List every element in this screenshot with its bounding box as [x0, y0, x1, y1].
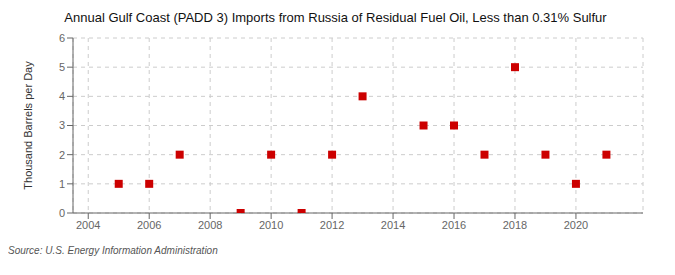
- svg-text:0: 0: [59, 207, 65, 219]
- svg-text:2004: 2004: [76, 219, 100, 231]
- svg-text:1: 1: [59, 178, 65, 190]
- svg-text:2010: 2010: [259, 219, 283, 231]
- svg-text:2016: 2016: [442, 219, 466, 231]
- svg-text:2020: 2020: [564, 219, 588, 231]
- svg-text:3: 3: [59, 119, 65, 131]
- html-text:Annual Gulf Coast (PADD 3) Imp: Annual Gulf Coast (PADD 3) Imports from …: [64, 10, 607, 25]
- svg-text:4: 4: [59, 90, 65, 102]
- svg-text:2012: 2012: [320, 219, 344, 231]
- svg-text:2006: 2006: [137, 219, 161, 231]
- svg-text:2014: 2014: [381, 219, 405, 231]
- svg-text:Thousand Barrels per Day: Thousand Barrels per Day: [22, 61, 34, 190]
- svg-text:2008: 2008: [198, 219, 222, 231]
- html-text:Source: U.S. Energy Informatio: Source: U.S. Energy Information Administ…: [8, 245, 218, 256]
- svg-text:2018: 2018: [503, 219, 527, 231]
- svg-text:5: 5: [59, 61, 65, 73]
- svg-text:2: 2: [59, 149, 65, 161]
- svg-text:6: 6: [59, 32, 65, 44]
